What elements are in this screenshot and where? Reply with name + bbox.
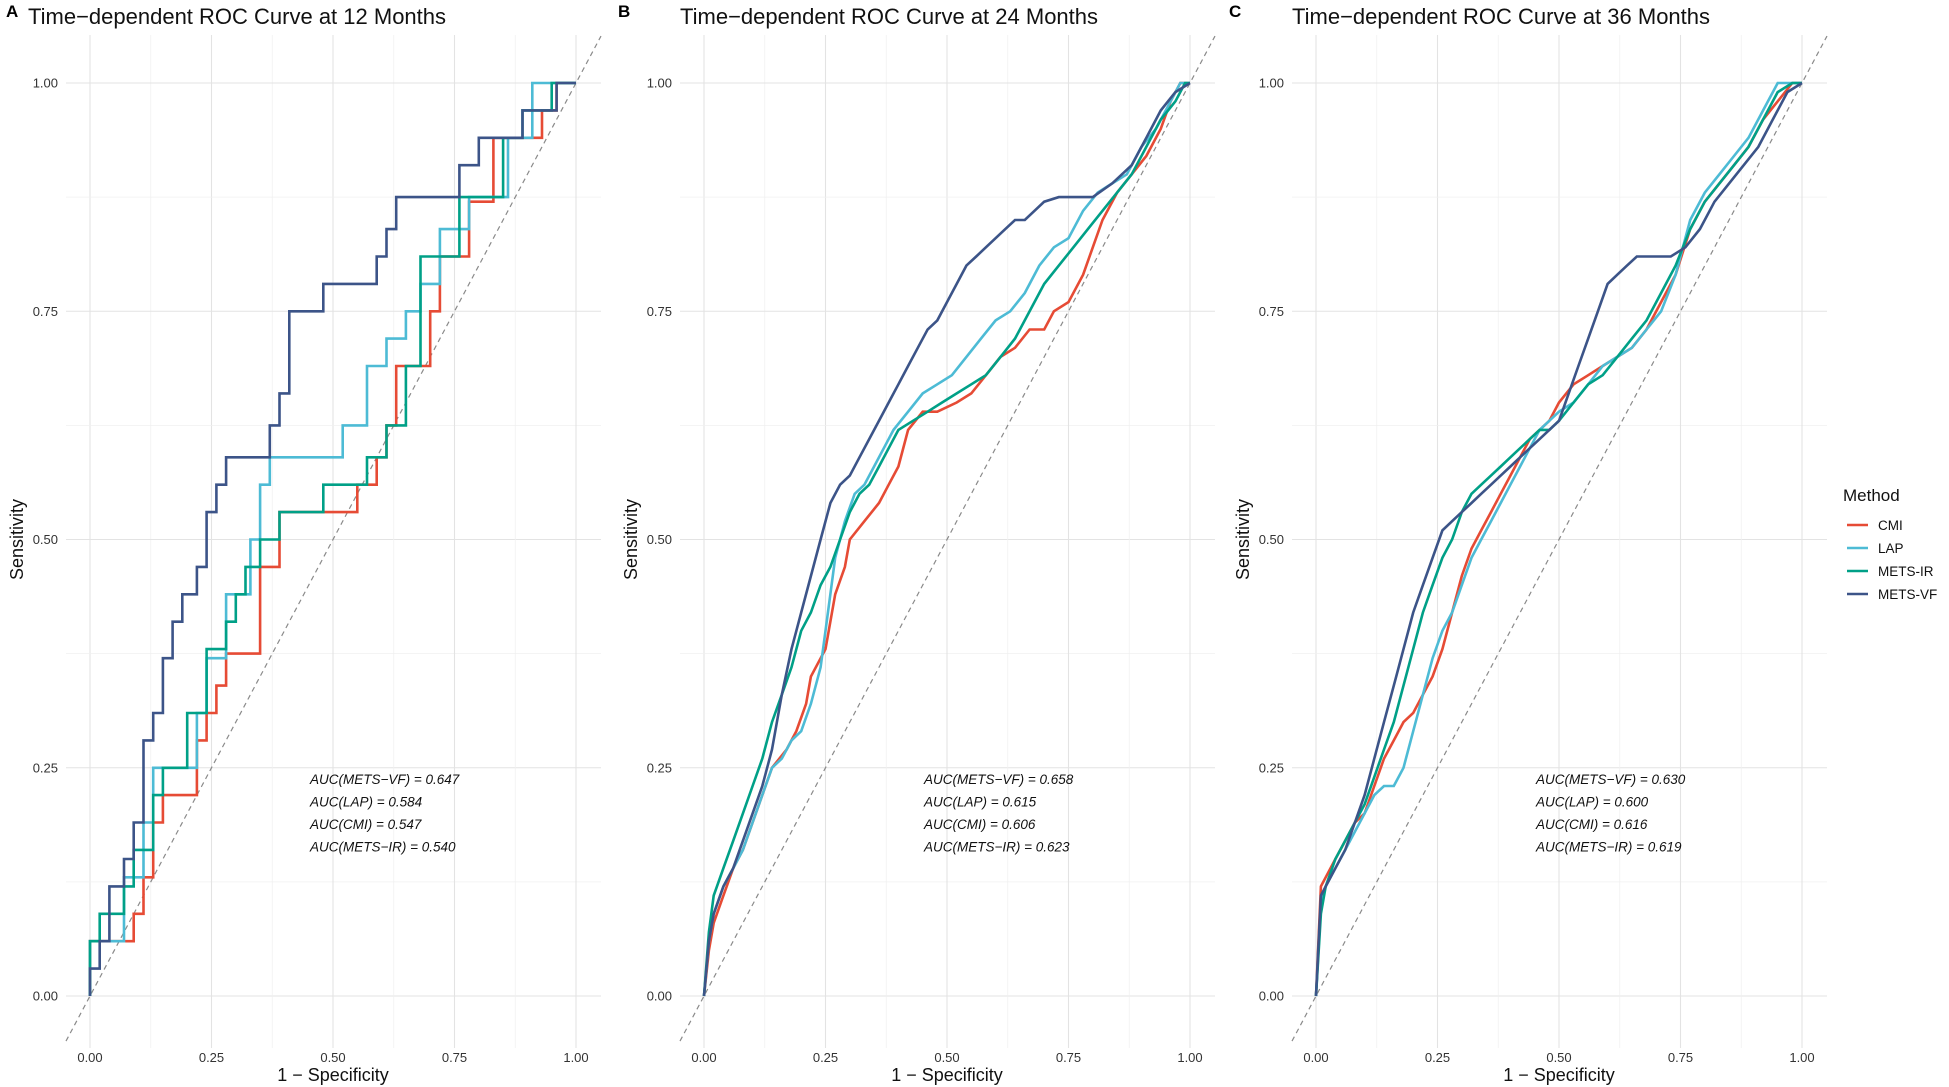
auc-label: AUC(METS−VF) = 0.658	[923, 772, 1074, 787]
legend-item-mets-ir: METS-IR	[1847, 564, 1934, 579]
panel-a: A Time−dependent ROC Curve at 12 Months …	[6, 2, 602, 1085]
x-tick-label: 1.00	[1789, 1050, 1814, 1065]
auc-label: AUC(LAP) = 0.615	[923, 795, 1037, 810]
panel-c: C Time−dependent ROC Curve at 36 Months …	[1229, 2, 1828, 1085]
y-tick-labels: 0.00 0.25 0.50 0.75 1.00	[647, 76, 672, 1004]
x-axis-title: 1 − Specificity	[277, 1065, 389, 1085]
y-tick-label: 0.50	[1259, 532, 1284, 547]
y-tick-label: 0.00	[647, 989, 672, 1004]
x-tick-label: 0.00	[691, 1050, 716, 1065]
auc-label: AUC(METS−IR) = 0.540	[309, 840, 456, 855]
x-tick-label: 1.00	[1177, 1050, 1202, 1065]
auc-label: AUC(METS−IR) = 0.623	[923, 840, 1070, 855]
legend-item-mets-vf: METS-VF	[1847, 587, 1937, 602]
auc-label: AUC(LAP) = 0.600	[1535, 795, 1649, 810]
panel-letter: B	[618, 2, 630, 21]
y-tick-label: 1.00	[647, 76, 672, 91]
panel-title: Time−dependent ROC Curve at 12 Months	[28, 4, 446, 29]
x-axis-title: 1 − Specificity	[891, 1065, 1003, 1085]
x-tick-label: 0.00	[1303, 1050, 1328, 1065]
panel-letter: A	[6, 2, 18, 21]
x-tick-labels: 0.00 0.25 0.50 0.75 1.00	[77, 1050, 588, 1065]
x-tick-label: 0.25	[199, 1050, 224, 1065]
legend-label: METS-IR	[1878, 564, 1934, 579]
auc-label: AUC(LAP) = 0.584	[309, 795, 422, 810]
roc-line-mets-ir	[88, 81, 576, 996]
auc-label: AUC(CMI) = 0.606	[923, 817, 1036, 832]
panel-letter: C	[1229, 2, 1241, 21]
y-tick-label: 0.75	[1259, 304, 1284, 319]
auc-label: AUC(CMI) = 0.547	[309, 817, 422, 832]
x-tick-label: 0.00	[77, 1050, 102, 1065]
x-tick-label: 0.75	[1056, 1050, 1081, 1065]
reference-diagonal	[65, 35, 602, 1042]
auc-annotations: AUC(METS−VF) = 0.630 AUC(LAP) = 0.600 AU…	[1535, 772, 1686, 855]
auc-label: AUC(METS−VF) = 0.630	[1535, 772, 1686, 787]
roc-curves	[88, 81, 576, 996]
y-tick-label: 0.75	[647, 304, 672, 319]
y-tick-labels: 0.00 0.25 0.50 0.75 1.00	[33, 76, 58, 1004]
roc-line-mets-ir	[702, 81, 1190, 997]
y-tick-label: 0.25	[33, 760, 58, 775]
y-tick-label: 0.50	[647, 532, 672, 547]
y-axis-title: Sensitivity	[7, 499, 27, 580]
y-tick-label: 1.00	[33, 76, 58, 91]
roc-curves	[702, 81, 1191, 997]
y-tick-label: 0.00	[1259, 989, 1284, 1004]
x-tick-label: 0.50	[1546, 1050, 1571, 1065]
x-tick-label: 1.00	[563, 1050, 588, 1065]
y-tick-labels: 0.00 0.25 0.50 0.75 1.00	[1259, 76, 1284, 1004]
x-tick-label: 0.25	[813, 1050, 838, 1065]
x-tick-label: 0.75	[1668, 1050, 1693, 1065]
auc-annotations: AUC(METS−VF) = 0.658 AUC(LAP) = 0.615 AU…	[923, 772, 1074, 855]
legend-item-lap: LAP	[1847, 541, 1904, 556]
x-tick-labels: 0.00 0.25 0.50 0.75 1.00	[1303, 1050, 1814, 1065]
panel-title: Time−dependent ROC Curve at 36 Months	[1292, 4, 1710, 29]
y-axis-title: Sensitivity	[621, 499, 641, 580]
reference-diagonal	[679, 35, 1216, 1042]
legend: Method CMI LAP METS-IR METS-VF	[1843, 486, 1937, 602]
auc-annotations: AUC(METS−VF) = 0.647 AUC(LAP) = 0.584 AU…	[309, 772, 460, 855]
y-axis-title: Sensitivity	[1233, 499, 1253, 580]
roc-line-mets-ir	[1314, 81, 1802, 997]
reference-diagonal	[1291, 35, 1828, 1042]
legend-title: Method	[1843, 486, 1900, 505]
x-tick-labels: 0.00 0.25 0.50 0.75 1.00	[691, 1050, 1202, 1065]
panel-b: B Time−dependent ROC Curve at 24 Months …	[618, 2, 1216, 1085]
legend-label: CMI	[1878, 518, 1903, 533]
roc-curves	[1314, 81, 1803, 997]
roc-line-mets-vf	[702, 81, 1191, 997]
gridlines	[680, 35, 1215, 1048]
roc-line-lap	[1314, 81, 1802, 997]
y-tick-label: 0.25	[1259, 760, 1284, 775]
legend-label: METS-VF	[1878, 587, 1937, 602]
x-tick-label: 0.75	[442, 1050, 467, 1065]
y-tick-label: 0.75	[33, 304, 58, 319]
x-tick-label: 0.25	[1425, 1050, 1450, 1065]
x-tick-label: 0.50	[934, 1050, 959, 1065]
legend-label: LAP	[1878, 541, 1904, 556]
y-tick-label: 0.25	[647, 760, 672, 775]
y-tick-label: 1.00	[1259, 76, 1284, 91]
auc-label: AUC(METS−IR) = 0.619	[1535, 840, 1682, 855]
x-axis-title: 1 − Specificity	[1503, 1065, 1615, 1085]
panel-title: Time−dependent ROC Curve at 24 Months	[680, 4, 1098, 29]
roc-line-mets-vf	[1314, 81, 1803, 997]
x-tick-label: 0.50	[320, 1050, 345, 1065]
auc-label: AUC(METS−VF) = 0.647	[309, 772, 460, 787]
roc-line-mets-vf	[88, 81, 576, 996]
auc-label: AUC(CMI) = 0.616	[1535, 817, 1648, 832]
legend-item-cmi: CMI	[1847, 518, 1903, 533]
y-tick-label: 0.50	[33, 532, 58, 547]
y-tick-label: 0.00	[33, 989, 58, 1004]
